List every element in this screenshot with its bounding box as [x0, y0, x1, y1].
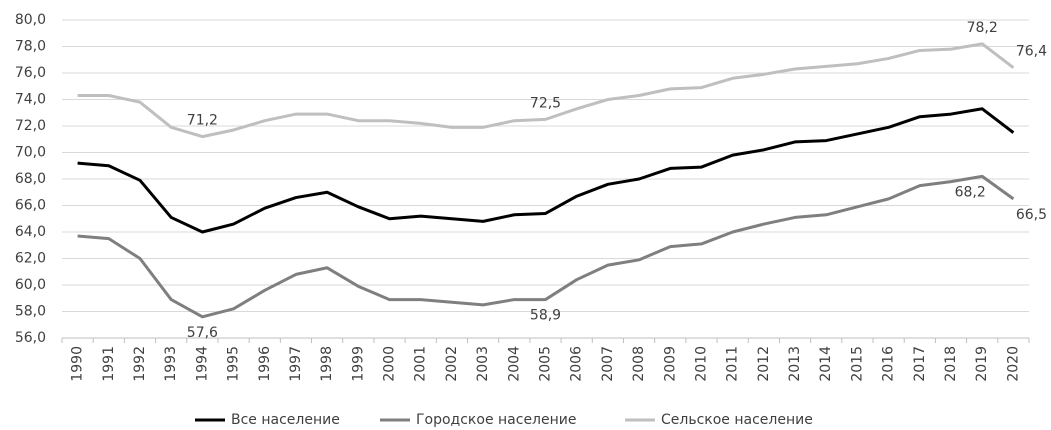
x-tick-label: 2004 — [506, 346, 522, 382]
y-tick-label: 78,0 — [15, 39, 46, 55]
x-tick-label: 1998 — [319, 346, 335, 382]
y-tick-label: 64,0 — [15, 224, 46, 240]
x-tick-label: 2016 — [881, 346, 897, 382]
y-tick-label: 80,0 — [15, 12, 46, 28]
legend-label: Все население — [231, 412, 340, 428]
legend-label: Городское население — [416, 412, 577, 428]
x-tick-label: 1999 — [350, 346, 366, 382]
y-tick-label: 60,0 — [15, 277, 46, 293]
data-label: 71,2 — [187, 113, 218, 129]
x-tick-label: 2012 — [756, 346, 772, 382]
x-tick-label: 1992 — [132, 346, 148, 382]
x-tick-label: 1996 — [257, 346, 273, 382]
y-tick-label: 74,0 — [15, 92, 46, 108]
series-line — [77, 42, 1015, 139]
data-label: 57,6 — [187, 325, 218, 341]
data-label: 58,9 — [530, 308, 561, 324]
legend-label: Сельское население — [661, 412, 813, 428]
series-line — [77, 174, 1015, 319]
x-tick-label: 2009 — [662, 346, 678, 382]
y-tick-label: 58,0 — [15, 304, 46, 320]
x-tick-label: 1994 — [194, 346, 210, 382]
x-tick-label: 2000 — [382, 346, 398, 382]
x-tick-label: 2020 — [1005, 346, 1021, 382]
x-tick-label: 1997 — [288, 346, 304, 382]
x-tick-label: 2014 — [818, 346, 834, 382]
y-tick-label: 76,0 — [15, 65, 46, 81]
x-tick-label: 2008 — [631, 346, 647, 382]
x-tick-label: 2003 — [475, 346, 491, 382]
x-tick-label: 2001 — [413, 346, 429, 382]
series-line — [77, 107, 1015, 234]
x-tick-label: 2017 — [912, 346, 928, 382]
x-tick-label: 1991 — [101, 346, 117, 382]
x-tick-label: 2005 — [538, 346, 554, 382]
x-tick-label: 2013 — [787, 346, 803, 382]
data-label: 78,2 — [967, 20, 998, 36]
y-tick-label: 62,0 — [15, 251, 46, 267]
x-tick-label: 1995 — [226, 346, 242, 382]
x-tick-label: 2018 — [943, 346, 959, 382]
x-tick-label: 2007 — [600, 346, 616, 382]
x-tick-label: 2010 — [693, 346, 709, 382]
y-tick-label: 56,0 — [15, 330, 46, 346]
x-tick-label: 2002 — [444, 346, 460, 382]
x-tick-label: 2015 — [849, 346, 865, 382]
x-tick-label: 2011 — [725, 346, 741, 382]
x-tick-label: 1990 — [70, 346, 86, 382]
x-tick-label: 2019 — [974, 346, 990, 382]
y-tick-label: 70,0 — [15, 145, 46, 161]
x-tick-label: 1993 — [163, 346, 179, 382]
data-label: 66,5 — [1016, 207, 1047, 223]
y-tick-label: 68,0 — [15, 171, 46, 187]
x-tick-label: 2006 — [569, 346, 585, 382]
data-label: 68,2 — [955, 184, 986, 200]
data-label: 72,5 — [530, 95, 561, 111]
y-tick-label: 72,0 — [15, 118, 46, 134]
y-tick-label: 66,0 — [15, 198, 46, 214]
data-label: 76,4 — [1016, 44, 1047, 60]
